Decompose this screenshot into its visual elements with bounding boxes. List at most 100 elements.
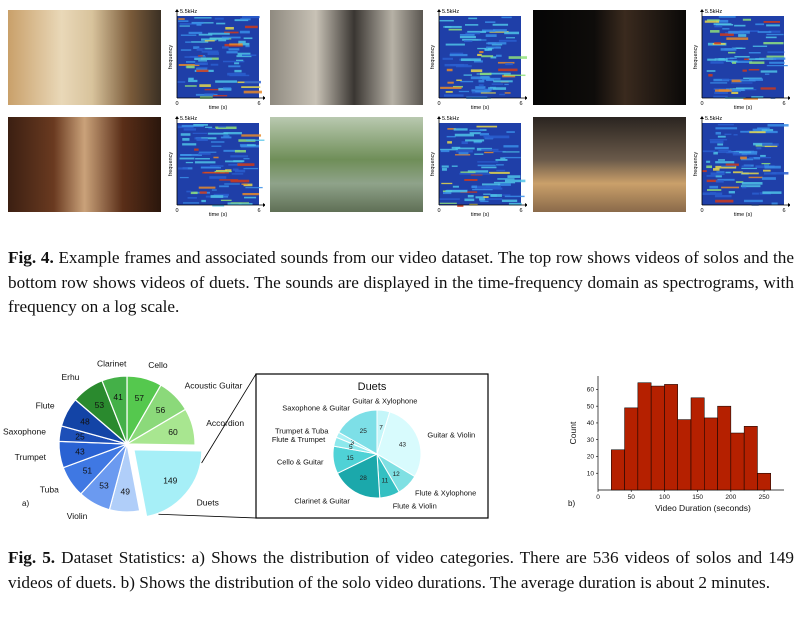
spectrogram-x-label: time (s) <box>209 105 228 111</box>
spectrogram-freq-max-label: 5.5kHz <box>442 9 459 15</box>
pie-category-label: Trumpet <box>15 452 47 462</box>
pie-slice-clarinet <box>101 375 128 445</box>
spectrogram-y-label: frequency <box>693 152 699 176</box>
x-tick-label: 250 <box>759 494 770 501</box>
video-frame-solo-violin <box>533 10 686 105</box>
video-frame-solo-xylophone <box>533 117 686 212</box>
spectrogram-solo-accordion: 5.5kHz frequency time (s) 0 6 <box>430 9 527 111</box>
histogram-bar <box>677 419 692 491</box>
x-tick-label: 100 <box>659 494 670 501</box>
y-tick-label: 40 <box>587 420 595 427</box>
duet-value-label: 15 <box>346 455 354 462</box>
pie-value-label: 49 <box>121 487 131 497</box>
panel-a-label: a) <box>22 499 29 508</box>
histogram-bar <box>637 382 652 491</box>
duet-value-label: 3 <box>351 440 355 447</box>
spectrogram-x-end: 6 <box>782 208 785 214</box>
spectrogram-x-label: time (s) <box>734 212 753 218</box>
spectrogram-x-start: 0 <box>175 208 178 214</box>
video-frame-duet-guitar-violin <box>8 117 161 212</box>
pie-category-label: Saxophone <box>3 426 46 436</box>
pie-category-label: Erhu <box>61 372 79 382</box>
figure-4-label: Fig. 4. <box>8 248 54 267</box>
y-tick-label: 10 <box>587 470 595 477</box>
spectrogram-freq-max-label: 5.5kHz <box>705 116 722 122</box>
histogram-bar <box>717 405 732 491</box>
y-tick-label: 30 <box>587 437 595 444</box>
pie-category-label: Violin <box>67 511 88 521</box>
spectrogram-x-start: 0 <box>175 101 178 107</box>
figure-5-caption-text: Dataset Statistics: a) Shows the distrib… <box>8 548 794 592</box>
y-tick-label: 50 <box>587 403 595 410</box>
video-frame-solo-accordion <box>270 10 423 105</box>
figure-4-caption-text: Example frames and associated sounds fro… <box>8 248 795 316</box>
pie-value-label: 53 <box>95 400 105 410</box>
spectrogram-freq-max-label: 5.5kHz <box>442 116 459 122</box>
spectrogram-duet-flute-violin: 5.5kHz frequency time (s) 0 6 <box>430 116 527 218</box>
histogram-bar <box>650 385 665 491</box>
duet-slice-saxophone-and-guitar <box>338 409 378 455</box>
histogram-bar <box>664 384 678 491</box>
duets-pie-title: Duets <box>358 381 387 393</box>
duet-value-label: 11 <box>382 478 389 485</box>
pie-value-label: 60 <box>168 427 178 437</box>
pie-slice-duets <box>133 449 203 518</box>
spectrogram-y-label: frequency <box>168 45 174 69</box>
histogram-bar <box>757 472 771 491</box>
video-frame-solo-guitar <box>8 10 161 105</box>
x-tick-label: 50 <box>628 494 636 501</box>
spectrogram-solo-violin: 5.5kHz frequency time (s) 0 6 <box>693 9 790 111</box>
pie-value-label: 25 <box>75 432 85 442</box>
panel-b-label: b) <box>568 499 575 508</box>
duet-value-label: 43 <box>399 442 407 449</box>
duet-category-label: Flute & Trumpet <box>272 435 326 444</box>
duet-value-label: 25 <box>360 428 368 435</box>
figure-4-caption: Fig. 4. Example frames and associated so… <box>8 246 794 320</box>
x-tick-label: 200 <box>725 494 736 501</box>
duet-category-label: Trumpet & Tuba <box>275 426 329 435</box>
duration-histogram: 0 50 100 150 200 250 10 20 30 40 50 60 Video Duratio… <box>568 376 784 513</box>
spectrogram-x-start: 0 <box>437 101 440 107</box>
spectrogram-x-start: 0 <box>700 101 703 107</box>
duet-value-label: 7 <box>379 425 383 432</box>
pie-value-label: 51 <box>83 465 93 475</box>
spectrogram-x-end: 6 <box>519 101 522 107</box>
spectrogram-solo-guitar: 5.5kHz frequency time (s) 0 6 <box>168 9 265 111</box>
duet-category-label: Flute & Xylophone <box>415 488 476 497</box>
spectrogram-y-label: frequency <box>693 45 699 69</box>
pie-category-label: Accordion <box>206 418 244 428</box>
histogram-x-label: Video Duration (seconds) <box>655 503 751 513</box>
histogram-bar <box>704 417 718 491</box>
pie-category-label: Clarinet <box>97 358 127 368</box>
spectrogram-x-end: 6 <box>257 208 260 214</box>
spectrogram-y-label: frequency <box>430 152 436 176</box>
spectrogram-x-label: time (s) <box>471 105 490 111</box>
pie-slice-accordion <box>124 408 196 446</box>
figure-5-caption: Fig. 5. Dataset Statistics: a) Shows the… <box>8 546 794 595</box>
spectrogram-freq-max-label: 5.5kHz <box>180 9 197 15</box>
spectrogram-y-label: frequency <box>168 152 174 176</box>
spectrogram-x-start: 0 <box>700 208 703 214</box>
pie-value-label: 149 <box>163 475 177 485</box>
pie-category-label: Xylophone <box>104 521 144 522</box>
duet-value-label: 5 <box>349 444 353 451</box>
pie-value-label: 43 <box>75 447 85 457</box>
duet-category-label: Clarinet & Guitar <box>294 497 350 506</box>
pie-value-label: 41 <box>113 392 123 402</box>
duet-category-label: Flute & Violin <box>393 502 437 511</box>
y-tick-label: 60 <box>587 387 595 394</box>
pie-value-label: 48 <box>80 417 90 427</box>
spectrogram-x-end: 6 <box>257 101 260 107</box>
pie-value-label: 53 <box>99 481 109 491</box>
duet-value-label: 28 <box>360 475 368 482</box>
histogram-bar <box>690 397 705 491</box>
spectrogram-x-label: time (s) <box>471 212 490 218</box>
spectrogram-y-label: frequency <box>430 45 436 69</box>
duet-category-label: Saxophone & Guitar <box>282 403 350 412</box>
spectrogram-x-end: 6 <box>782 101 785 107</box>
spectrogram-x-label: time (s) <box>734 105 753 111</box>
histogram-y-label: Count <box>568 421 578 444</box>
y-tick-label: 20 <box>587 454 595 461</box>
pie-value-label: 56 <box>156 405 166 415</box>
